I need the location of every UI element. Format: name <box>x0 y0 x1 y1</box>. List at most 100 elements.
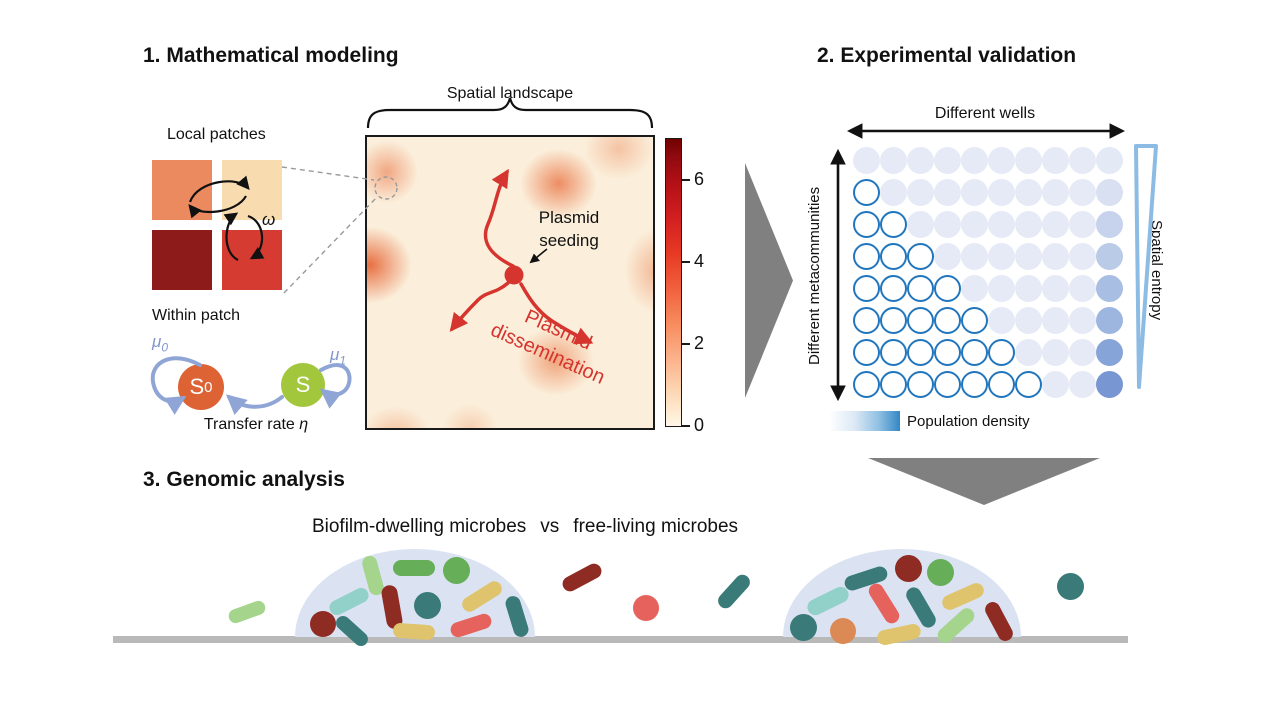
panel1-title: 1. Mathematical modeling <box>143 44 399 67</box>
spatial-landscape-label: Spatial landscape <box>446 85 574 102</box>
well <box>961 210 988 238</box>
well <box>934 370 961 398</box>
panel2-title: 2. Experimental validation <box>817 44 1077 67</box>
well <box>853 338 880 366</box>
colorbar-tick-mark <box>682 179 690 182</box>
well <box>1015 210 1042 238</box>
omega-label: ω <box>262 210 276 229</box>
well <box>1015 242 1042 270</box>
well <box>880 274 907 302</box>
colorbar-tick-mark <box>682 261 690 264</box>
well <box>1042 178 1069 206</box>
well <box>1069 338 1096 366</box>
colorbar-tick-label: 0 <box>694 415 705 435</box>
well <box>853 178 880 206</box>
well <box>988 338 1015 366</box>
well <box>907 178 934 206</box>
patch-top-left <box>152 160 212 220</box>
circle-microbe <box>310 611 336 637</box>
well <box>934 210 961 238</box>
well <box>907 370 934 398</box>
within-patch-label: Within patch <box>152 307 241 324</box>
well <box>907 274 934 302</box>
circle-microbe <box>830 618 856 644</box>
well <box>988 178 1015 206</box>
flow-arrow-down-icon <box>868 458 1100 505</box>
colorbar-tick-mark <box>682 425 690 428</box>
well <box>880 338 907 366</box>
well <box>961 338 988 366</box>
flow-arrow-right-icon <box>745 163 793 398</box>
well <box>880 306 907 334</box>
well <box>1069 242 1096 270</box>
well <box>1096 210 1123 238</box>
well <box>1096 178 1123 206</box>
well <box>961 370 988 398</box>
comparison-label: Biofilm-dwelling microbes vs free-living m… <box>311 516 739 537</box>
well <box>1096 306 1123 334</box>
rod-microbe <box>226 598 268 626</box>
well <box>1015 146 1042 174</box>
well <box>853 210 880 238</box>
well <box>1042 210 1069 238</box>
well <box>907 306 934 334</box>
well <box>961 306 988 334</box>
well <box>934 178 961 206</box>
well <box>1069 178 1096 206</box>
well <box>1015 306 1042 334</box>
s-node: S <box>281 363 325 407</box>
surface-line <box>113 636 1128 643</box>
colorbar-tick-mark <box>682 343 690 346</box>
heatmap-colorbar <box>665 138 682 427</box>
well <box>961 178 988 206</box>
well <box>1096 274 1123 302</box>
well <box>853 306 880 334</box>
well <box>1042 306 1069 334</box>
plasmid-seeding-label: Plasmid seeding <box>538 208 600 250</box>
well <box>1042 370 1069 398</box>
circle-microbe <box>633 595 659 621</box>
mu0-label: μ0 <box>152 332 169 355</box>
well <box>961 242 988 270</box>
different-metacommunities-label: Different metacommunities <box>806 186 823 366</box>
colorbar-tick-label: 2 <box>694 333 705 353</box>
well <box>1069 306 1096 334</box>
rod-microbe <box>393 560 435 576</box>
circle-microbe <box>894 554 922 582</box>
well <box>988 306 1015 334</box>
well <box>1096 242 1123 270</box>
well <box>1042 146 1069 174</box>
well <box>988 242 1015 270</box>
circle-microbe <box>442 556 470 584</box>
circle-microbe <box>926 558 954 586</box>
patch-bottom-left <box>152 230 212 290</box>
well <box>880 210 907 238</box>
rod-microbe <box>559 560 605 594</box>
well <box>880 146 907 174</box>
well <box>934 146 961 174</box>
spatial-entropy-label: Spatial entropy <box>1148 219 1165 321</box>
well <box>934 306 961 334</box>
well <box>961 274 988 302</box>
well <box>1042 338 1069 366</box>
well <box>934 242 961 270</box>
well <box>907 210 934 238</box>
well <box>1096 370 1123 398</box>
well <box>907 242 934 270</box>
well <box>1015 370 1042 398</box>
well <box>1096 338 1123 366</box>
rod-microbe <box>715 571 753 611</box>
well <box>1069 146 1096 174</box>
well <box>1015 178 1042 206</box>
well <box>907 146 934 174</box>
well <box>880 370 907 398</box>
well <box>988 370 1015 398</box>
population-density-gradient <box>830 411 900 431</box>
well <box>988 146 1015 174</box>
well <box>988 210 1015 238</box>
well <box>1042 242 1069 270</box>
transfer-rate-label: Transfer rate η <box>203 416 309 433</box>
circle-microbe <box>789 613 817 641</box>
